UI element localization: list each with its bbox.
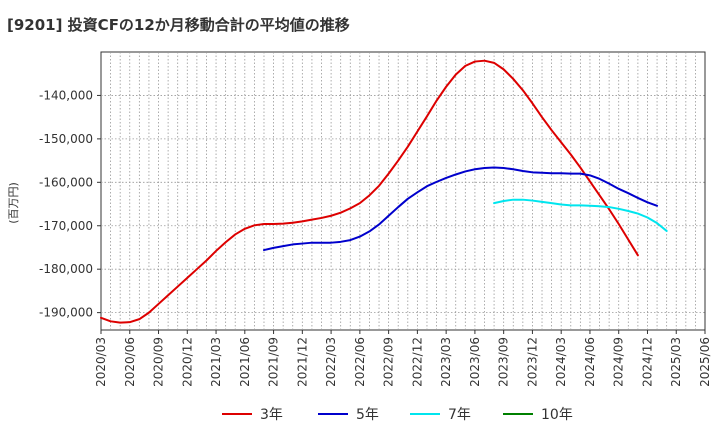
x-tick-label: 2023/03 xyxy=(439,337,453,387)
x-tick-label: 2021/09 xyxy=(267,337,281,387)
x-tick-label: 2024/03 xyxy=(554,337,568,387)
y-tick-label: -170,000 xyxy=(39,219,93,233)
legend-label: 3年 xyxy=(260,407,283,423)
x-tick-label: 2021/06 xyxy=(238,337,252,387)
x-tick-label: 2022/06 xyxy=(353,337,367,387)
x-tick-label: 2023/12 xyxy=(525,337,539,387)
y-axis-label: (百万円) xyxy=(7,182,20,224)
x-tick-label: 2024/06 xyxy=(583,337,597,387)
y-tick-label: -160,000 xyxy=(39,175,93,189)
legend-label: 7年 xyxy=(448,407,471,423)
x-tick-label: 2020/06 xyxy=(123,337,137,387)
x-tick-label: 2025/03 xyxy=(669,337,683,387)
legend-label: 10年 xyxy=(541,407,573,423)
y-tick-label: -150,000 xyxy=(39,132,93,146)
x-tick-label: 2021/12 xyxy=(295,337,309,387)
x-tick-label: 2020/12 xyxy=(180,337,194,387)
x-tick-label: 2020/03 xyxy=(94,337,108,387)
legend-label: 5年 xyxy=(356,407,379,423)
x-tick-label: 2022/03 xyxy=(324,337,338,387)
series-line xyxy=(493,198,668,232)
series-line xyxy=(262,166,659,252)
y-tick-label: -190,000 xyxy=(39,306,93,320)
x-tick-label: 2022/09 xyxy=(382,337,396,387)
series-line xyxy=(100,59,639,324)
y-tick-label: -180,000 xyxy=(39,262,93,276)
x-tick-label: 2023/06 xyxy=(468,337,482,387)
x-tick-label: 2023/09 xyxy=(497,337,511,387)
x-tick-label: 2024/12 xyxy=(640,337,654,387)
x-tick-label: 2021/03 xyxy=(209,337,223,387)
plot-area xyxy=(100,51,706,331)
x-tick-label: 2025/06 xyxy=(698,337,712,387)
x-tick-label: 2024/09 xyxy=(612,337,626,387)
chart-title: [9201] 投資CFの12か月移動合計の平均値の推移 xyxy=(7,16,350,34)
y-tick-label: -140,000 xyxy=(39,88,93,102)
x-tick-label: 2022/12 xyxy=(410,337,424,387)
x-tick-label: 2020/09 xyxy=(152,337,166,387)
